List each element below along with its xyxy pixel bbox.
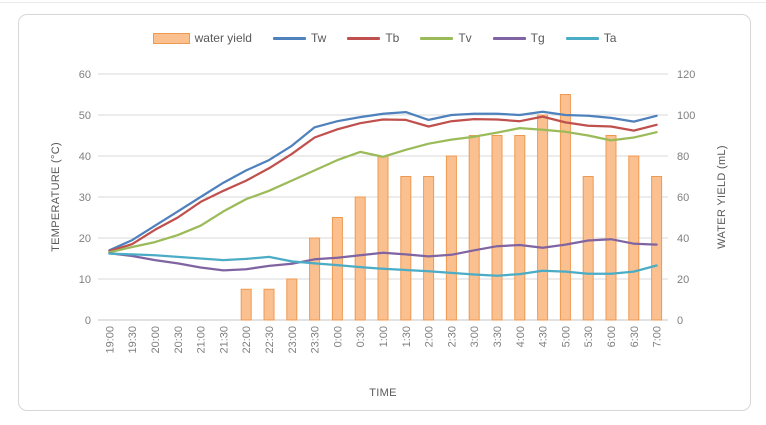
chart-frame: water yield Tw Tb Tv Tg Ta 0 10 20 30 40 50 60 0 20 40…: [18, 14, 751, 411]
bar-water-yield-0:30: [354, 196, 366, 321]
chart-legend: water yield Tw Tb Tv Tg Ta: [19, 30, 750, 46]
y-left-axis-title: TEMPERATURE (°C): [50, 142, 62, 252]
line-series-ta: [108, 252, 658, 277]
legend-item-tw[interactable]: Tw: [272, 31, 327, 45]
x-tick-label: 4:30: [538, 326, 550, 347]
legend-item-tg[interactable]: Tg: [492, 31, 545, 45]
legend-label: Tg: [530, 31, 545, 45]
y-left-tick-label: 20: [79, 233, 91, 245]
y-left-tick-label: 40: [79, 151, 91, 163]
legend-line-swatch: [347, 36, 381, 40]
x-tick-label: 21:30: [218, 326, 230, 354]
y-right-tick-label: 0: [677, 315, 683, 327]
legend-label: Ta: [603, 31, 617, 45]
bar-water-yield-2:30: [445, 155, 457, 321]
x-tick-label: 0:30: [355, 326, 367, 347]
x-tick-label: 4:00: [515, 326, 527, 347]
x-tick-label: 20:30: [173, 326, 185, 354]
y-left-tick-label: 50: [79, 110, 91, 122]
y-right-tick-label: 40: [677, 233, 689, 245]
plot-svg: 0 10 20 30 40 50 60 0 20 40 60 80 100 120 19:00 19:30 20…: [50, 69, 728, 399]
legend-item-water-yield[interactable]: water yield: [152, 31, 252, 45]
x-tick-label: 3:00: [469, 326, 481, 347]
x-tick-label: 23:00: [287, 326, 299, 354]
y-right-tick-label: 80: [677, 151, 689, 163]
x-tick-label: 23:30: [310, 326, 322, 354]
x-tick-label: 19:30: [127, 326, 139, 354]
x-tick-label: 6:00: [606, 326, 618, 347]
x-tick-label: 1:30: [401, 326, 413, 347]
legend-line-swatch: [272, 36, 306, 40]
y-right-tick-label: 60: [677, 192, 689, 204]
legend-line-swatch: [565, 36, 599, 40]
bar-water-yield-22:30: [263, 288, 275, 321]
x-tick-label: 5:30: [583, 326, 595, 347]
legend-label: Tb: [385, 31, 400, 45]
x-tick-label: 3:30: [492, 326, 504, 347]
x-tick-label: 21:00: [196, 326, 208, 354]
x-axis-title: TIME: [369, 387, 396, 399]
legend-item-tv[interactable]: Tv: [420, 31, 472, 45]
y-left-tick-label: 0: [85, 315, 91, 327]
x-tick-label: 7:00: [652, 326, 664, 347]
legend-line-swatch: [492, 36, 526, 40]
y-left-tick-label: 10: [79, 274, 91, 286]
bar-water-yield-3:00: [468, 135, 480, 321]
bar-water-yield-5:30: [582, 176, 594, 321]
legend-label: Tw: [310, 31, 327, 45]
bar-water-yield-0:00: [331, 217, 343, 321]
bar-water-yield-1:30: [400, 176, 412, 321]
window-top-edge-line: [0, 2, 766, 3]
legend-label: Tv: [458, 31, 472, 45]
bar-water-yield-23:00: [286, 278, 298, 321]
bar-water-yield-4:30: [537, 114, 549, 321]
x-tick-label: 22:00: [241, 326, 253, 354]
y-right-tick-label: 100: [677, 110, 695, 122]
x-tick-label: 19:00: [104, 326, 116, 354]
plot-area-holder: 0 10 20 30 40 50 60 0 20 40 60 80 100 120 19:00 19:30 20…: [19, 15, 750, 415]
bar-water-yield-4:00: [514, 135, 526, 321]
line-series-tw: [108, 110, 658, 252]
legend-bar-swatch: [152, 32, 190, 44]
x-tick-label: 6:30: [629, 326, 641, 347]
y-right-axis-title: WATER YIELD (mL): [716, 145, 728, 249]
bar-water-yield-1:00: [377, 155, 389, 321]
y-right-tick-label: 120: [677, 69, 695, 81]
bar-water-yield-7:00: [651, 176, 663, 321]
x-tick-label: 0:00: [332, 326, 344, 347]
bar-water-yield-22:00: [240, 288, 252, 321]
line-series-tb: [108, 115, 658, 253]
bar-water-yield-3:30: [491, 135, 503, 321]
x-tick-label: 5:00: [560, 326, 572, 347]
y-right-tick-label: 20: [677, 274, 689, 286]
y-left-tick-label: 60: [79, 69, 91, 81]
bar-water-yield-6:30: [628, 155, 640, 321]
bar-water-yield-23:30: [309, 237, 321, 321]
x-tick-label: 1:00: [378, 326, 390, 347]
bar-water-yield-5:00: [559, 94, 571, 321]
x-tick-label: 2:00: [424, 326, 436, 347]
legend-line-swatch: [420, 36, 454, 40]
x-tick-label: 20:00: [150, 326, 162, 354]
y-left-tick-label: 30: [79, 192, 91, 204]
legend-item-tb[interactable]: Tb: [347, 31, 399, 45]
x-tick-label: 22:30: [264, 326, 276, 354]
legend-label: water yield: [194, 31, 252, 45]
line-series-tv: [108, 126, 658, 254]
legend-item-ta[interactable]: Ta: [565, 31, 617, 45]
x-tick-label: 2:30: [446, 326, 458, 347]
bar-water-yield-6:00: [605, 135, 617, 321]
bar-water-yield-2:00: [423, 176, 435, 321]
line-series-tg: [108, 238, 658, 272]
